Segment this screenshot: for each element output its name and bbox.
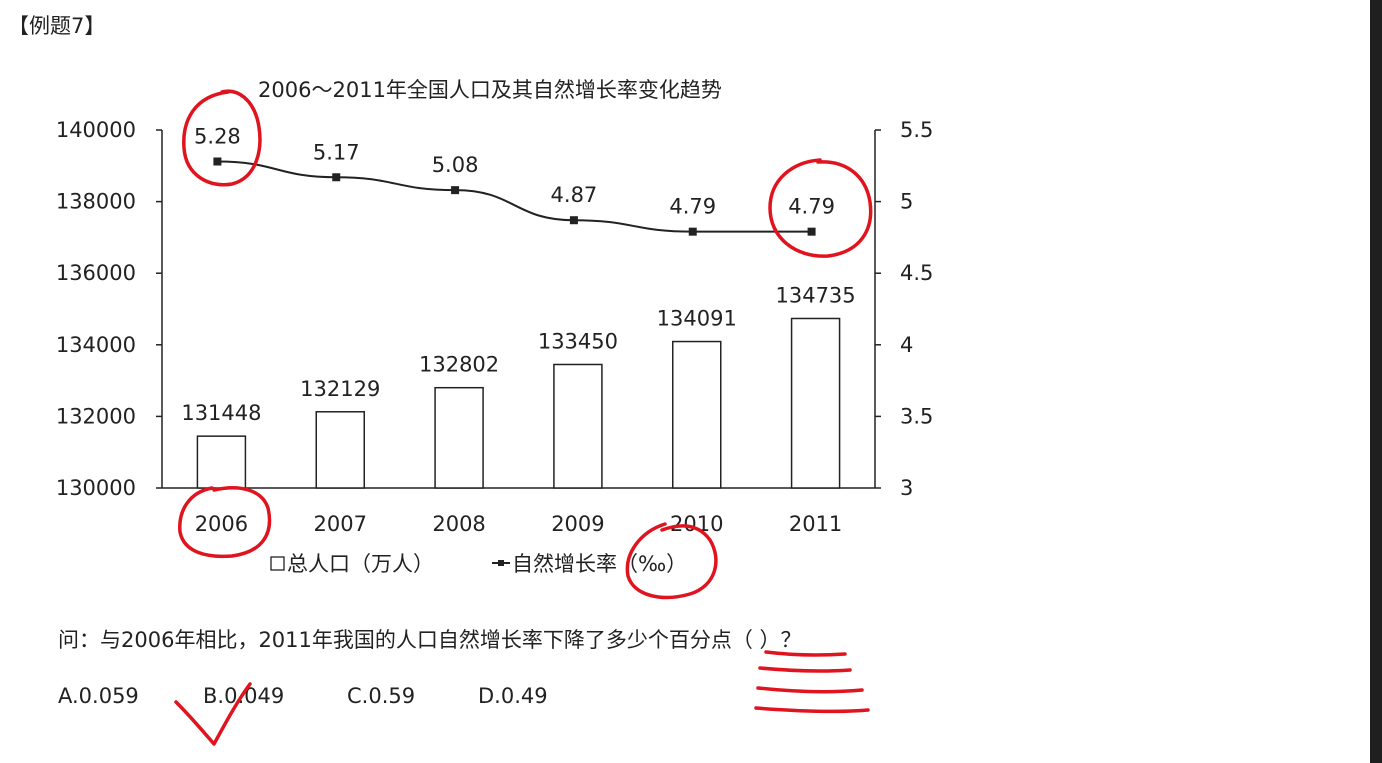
- question-text: 问：与2006年相比，2011年我国的人口自然增长率下降了多少个百分点（ ）？: [58, 628, 802, 652]
- example-label: 【例题7】: [8, 14, 106, 38]
- rate-point: [807, 227, 816, 236]
- population-bar: [315, 411, 365, 489]
- right-tick-label: 5: [900, 190, 913, 214]
- rate-value-label: 5.08: [432, 153, 479, 177]
- rate-point: [569, 216, 578, 225]
- right-tick-label: 3.5: [900, 404, 933, 428]
- legend-rate: 自然增长率（‰）: [512, 552, 687, 576]
- rate-value-label: 4.79: [788, 195, 835, 219]
- left-tick-label: 130000: [56, 476, 136, 500]
- x-tick-label: 2007: [314, 512, 367, 536]
- x-tick-label: 2011: [789, 512, 842, 536]
- option-a[interactable]: A.0.059: [58, 684, 139, 708]
- rate-point: [451, 186, 460, 195]
- population-bar: [790, 317, 841, 489]
- population-value-label: 134735: [775, 283, 855, 307]
- rate-value-label: 4.79: [669, 195, 716, 219]
- legend-line-marker: [498, 560, 504, 566]
- population-value-label: 134091: [657, 307, 737, 331]
- right-tick-label: 4.5: [900, 261, 933, 285]
- screen-edge-bar: [1370, 0, 1382, 763]
- right-axis-ticks: 3 3.5 4 4.5 5 5.5: [875, 118, 933, 500]
- legend-population: 总人口（万人）: [287, 552, 434, 576]
- legend: 总人口（万人） 自然增长率（‰）: [270, 552, 687, 576]
- rate-line: [217, 160, 812, 233]
- left-tick-label: 136000: [56, 261, 136, 285]
- right-tick-label: 3: [900, 476, 913, 500]
- rate-value-label: 5.28: [194, 125, 241, 149]
- right-tick-label: 4: [900, 333, 913, 357]
- left-tick-label: 140000: [56, 118, 136, 142]
- left-axis-ticks: 130000 132000 134000 136000 138000 140000: [56, 118, 162, 500]
- rate-point: [688, 227, 697, 236]
- population-bar-labels: 131448 132129 132802 133450 134091 134735: [181, 283, 855, 425]
- x-tick-label: 2008: [432, 512, 485, 536]
- rate-point: [213, 157, 222, 166]
- population-bar: [434, 386, 484, 489]
- population-bar: [672, 340, 722, 489]
- chart-title: 2006～2011年全国人口及其自然增长率变化趋势: [258, 78, 722, 102]
- rate-point: [332, 173, 341, 182]
- left-tick-label: 138000: [56, 190, 136, 214]
- left-tick-label: 132000: [56, 404, 136, 428]
- legend-bar-swatch: [270, 556, 285, 571]
- population-value-label: 133450: [538, 329, 618, 353]
- left-tick-label: 134000: [56, 333, 136, 357]
- option-d[interactable]: D.0.49: [478, 684, 548, 708]
- population-value-label: 131448: [181, 401, 261, 425]
- population-bar: [196, 435, 247, 489]
- option-c[interactable]: C.0.59: [347, 684, 416, 708]
- rate-points: [213, 157, 816, 236]
- population-value-label: 132129: [300, 377, 380, 401]
- population-bar: [553, 363, 603, 489]
- rate-value-label: 4.87: [551, 183, 598, 207]
- option-b[interactable]: B.0.049: [203, 684, 285, 708]
- rate-value-label: 5.17: [313, 140, 360, 164]
- population-bars: [196, 317, 841, 489]
- x-axis-labels: 2006 2007 2008 2009 2010 2011: [195, 512, 843, 536]
- x-tick-label: 2006: [195, 512, 248, 536]
- population-value-label: 132802: [419, 353, 499, 377]
- right-tick-label: 5.5: [900, 118, 933, 142]
- x-tick-label: 2009: [551, 512, 604, 536]
- x-tick-label: 2010: [670, 512, 723, 536]
